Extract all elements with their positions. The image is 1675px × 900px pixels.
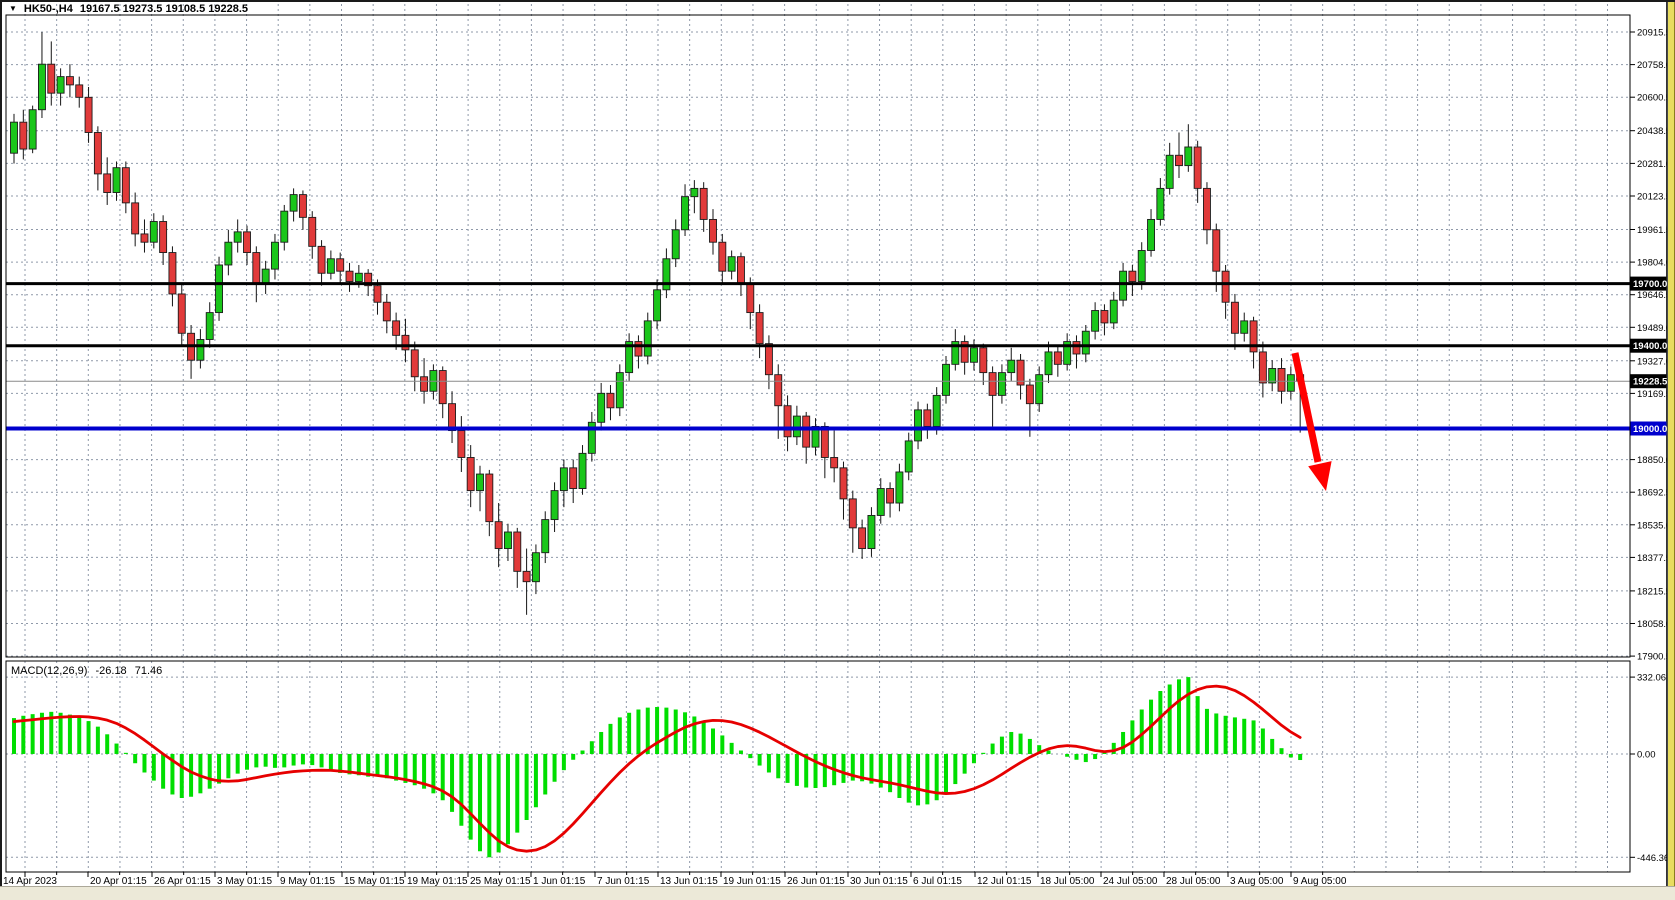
svg-text:15 May 01:15: 15 May 01:15 [344,876,405,887]
indicator-signal-value: 71.46 [134,665,163,677]
time-axis[interactable]: 14 Apr 2023 20 Apr 01:15 26 Apr 01:15 3 May… [3,872,1347,887]
svg-text:18535.0: 18535.0 [1637,520,1671,531]
macd-signal-line [12,684,1302,853]
svg-text:20123.5: 20123.5 [1637,192,1671,203]
trend-arrow[interactable] [1291,352,1332,491]
svg-text:7 Jun 01:15: 7 Jun 01:15 [597,876,650,887]
svg-text:18 Jul 05:00: 18 Jul 05:00 [1040,876,1095,887]
svg-text:20 Apr 01:15: 20 Apr 01:15 [90,876,147,887]
svg-text:28 Jul 05:00: 28 Jul 05:00 [1166,876,1221,887]
horizontal-gridlines [6,31,1630,858]
svg-text:3 May 01:15: 3 May 01:15 [217,876,272,887]
svg-text:18692.5: 18692.5 [1637,488,1671,499]
svg-text:18058.0: 18058.0 [1637,619,1671,630]
svg-text:19327.0: 19327.0 [1637,356,1671,367]
window-left-border [0,0,2,886]
svg-text:-446.36: -446.36 [1637,853,1669,864]
svg-text:0.00: 0.00 [1637,750,1656,761]
indicator-name: MACD(12,26,9) [11,665,88,677]
svg-text:18377.5: 18377.5 [1637,553,1671,564]
svg-text:13 Jun 01:15: 13 Jun 01:15 [660,876,718,887]
svg-text:6 Jul 01:15: 6 Jul 01:15 [913,876,962,887]
svg-text:18215.5: 18215.5 [1637,586,1671,597]
chart-title: ▼ HK50-,H4 19167.5 19273.5 19108.5 19228… [9,3,248,15]
vertical-gridlines [24,4,1608,872]
svg-text:19961.5: 19961.5 [1637,225,1671,236]
svg-text:19169.5: 19169.5 [1637,389,1671,400]
svg-text:26 Apr 01:15: 26 Apr 01:15 [154,876,211,887]
svg-text:17900.5: 17900.5 [1637,652,1671,663]
svg-text:20438.5: 20438.5 [1637,126,1671,137]
symbol-dropdown-icon[interactable]: ▼ [9,4,17,13]
symbol-period-label: HK50-,H4 [23,3,73,15]
svg-text:19804.0: 19804.0 [1637,258,1671,269]
candlestick-series [10,32,1305,615]
ohlc-values: 19167.5 19273.5 19108.5 19228.5 [79,3,249,15]
svg-text:20915.5: 20915.5 [1637,28,1671,39]
svg-text:30 Jun 01:15: 30 Jun 01:15 [850,876,908,887]
window-top-border [0,0,1675,2]
svg-text:19 Jun 01:15: 19 Jun 01:15 [723,876,781,887]
macd-histogram [12,677,1303,858]
svg-text:14 Apr 2023: 14 Apr 2023 [3,876,57,887]
svg-text:19000.0: 19000.0 [1633,424,1667,435]
status-strip [0,886,1675,900]
panel-borders [5,2,1667,886]
svg-text:1 Jun 01:15: 1 Jun 01:15 [533,876,586,887]
indicator-main-value: -26.18 [95,665,127,677]
svg-text:12 Jul 01:15: 12 Jul 01:15 [977,876,1032,887]
svg-text:26 Jun 01:15: 26 Jun 01:15 [787,876,845,887]
svg-text:9 May 01:15: 9 May 01:15 [280,876,335,887]
svg-text:332.06: 332.06 [1637,673,1666,684]
svg-text:19646.5: 19646.5 [1637,290,1671,301]
price-axis[interactable]: 20915.5 20758.0 20600.5 20438.5 20281.0 20123… [1630,28,1671,663]
svg-text:20758.0: 20758.0 [1637,60,1671,71]
svg-text:20281.0: 20281.0 [1637,159,1671,170]
window-edge-strip [1667,2,1675,886]
svg-text:20600.5: 20600.5 [1637,93,1671,104]
svg-text:25 May 01:15: 25 May 01:15 [470,876,531,887]
axis-price-boxes: 19700.0 19400.0 19228.5 19000.0 [1630,276,1668,436]
svg-text:19489.0: 19489.0 [1637,323,1671,334]
svg-text:18850.0: 18850.0 [1637,455,1671,466]
macd-axis[interactable]: 332.06 0.00 -446.36 [1630,673,1669,864]
svg-text:19228.5: 19228.5 [1633,377,1668,388]
svg-text:9 Aug 05:00: 9 Aug 05:00 [1293,876,1347,887]
indicator-label: MACD(12,26,9) -26.18 71.46 [11,665,167,677]
svg-text:3 Aug 05:00: 3 Aug 05:00 [1230,876,1284,887]
svg-text:19 May 01:15: 19 May 01:15 [407,876,468,887]
svg-text:19700.0: 19700.0 [1633,279,1667,290]
horizontal-level-lines[interactable] [6,282,1630,431]
svg-text:19400.0: 19400.0 [1633,341,1667,352]
svg-text:24 Jul 05:00: 24 Jul 05:00 [1103,876,1158,887]
